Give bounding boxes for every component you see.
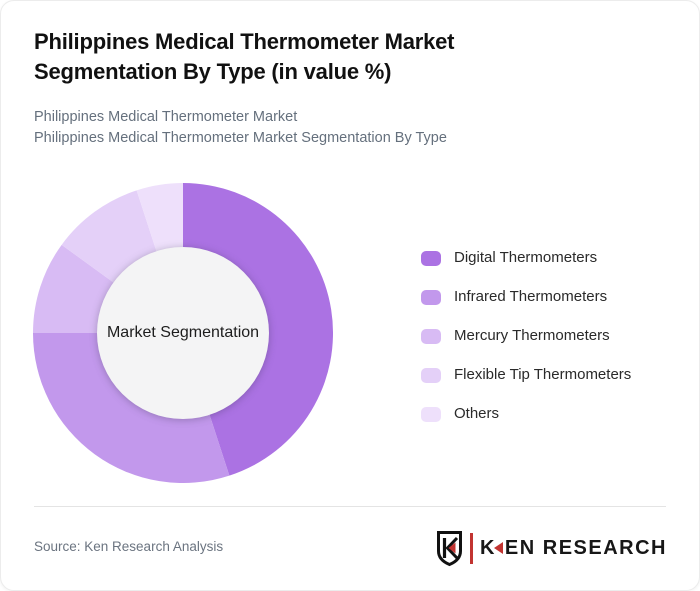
legend-swatch-others bbox=[421, 406, 441, 422]
footer-divider bbox=[34, 506, 666, 507]
brand-k: K bbox=[479, 536, 496, 559]
page-title: Philippines Medical Thermometer Market S… bbox=[34, 27, 654, 87]
donut-center-label: Market Segmentation bbox=[106, 324, 260, 341]
title-line-2: Segmentation By Type (in value %) bbox=[34, 59, 392, 84]
legend-label: Digital Thermometers bbox=[454, 249, 598, 266]
legend-label: Others bbox=[454, 405, 500, 422]
source-text: Source: Ken Research Analysis bbox=[34, 539, 224, 554]
legend-label: Mercury Thermometers bbox=[454, 327, 610, 344]
legend-item-mercury[interactable]: Mercury Thermometers bbox=[421, 328, 631, 344]
legend-swatch-mercury bbox=[421, 328, 441, 344]
logo-separator bbox=[469, 532, 473, 564]
legend-item-infrared[interactable]: Infrared Thermometers bbox=[421, 289, 631, 305]
brand-rest: EN RESEARCH bbox=[504, 536, 667, 559]
donut-chart bbox=[33, 183, 333, 483]
legend-item-digital[interactable]: Digital Thermometers bbox=[421, 250, 631, 266]
legend-label: Infrared Thermometers bbox=[454, 288, 608, 305]
chart-legend: Digital Thermometers Infrared Thermomete… bbox=[421, 250, 631, 445]
brand-name: K EN RESEARCH bbox=[480, 537, 667, 560]
legend-label: Flexible Tip Thermometers bbox=[454, 366, 632, 383]
ken-research-logo: K EN RESEARCH bbox=[436, 529, 667, 567]
title-line-1: Philippines Medical Thermometer Market bbox=[34, 29, 455, 54]
shield-k-icon bbox=[436, 530, 462, 566]
legend-item-flexible-tip[interactable]: Flexible Tip Thermometers bbox=[421, 367, 631, 383]
donut-chart-svg bbox=[33, 183, 333, 483]
chart-subtitle: Philippines Medical Thermometer Market P… bbox=[34, 107, 654, 149]
legend-swatch-digital bbox=[421, 250, 441, 266]
donut-hole bbox=[97, 247, 269, 419]
subtitle-line-1: Philippines Medical Thermometer Market bbox=[34, 109, 298, 125]
brand-triangle-icon bbox=[493, 542, 503, 554]
legend-swatch-infrared bbox=[421, 289, 441, 305]
subtitle-line-2: Philippines Medical Thermometer Market S… bbox=[34, 130, 447, 146]
legend-item-others[interactable]: Others bbox=[421, 406, 631, 422]
legend-swatch-flexible-tip bbox=[421, 367, 441, 383]
